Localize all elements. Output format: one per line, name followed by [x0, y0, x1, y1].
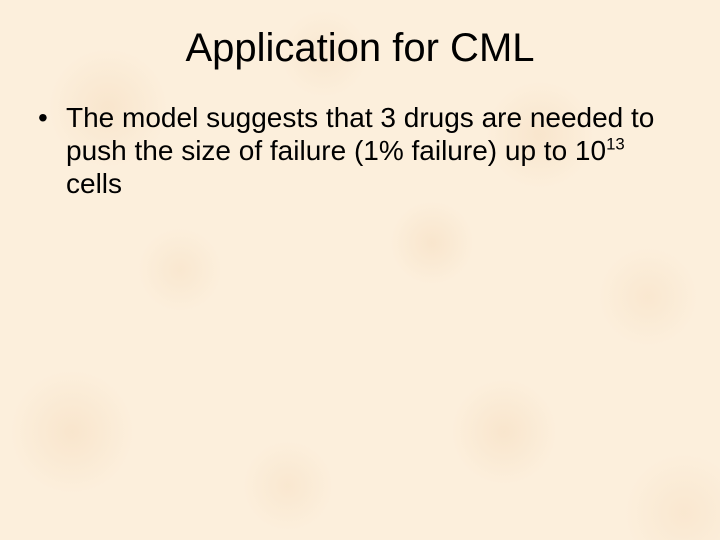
bullet-list: The model suggests that 3 drugs are need… — [34, 101, 670, 200]
bullet-text-before: The model suggests that 3 drugs are need… — [66, 102, 654, 166]
slide: Application for CML The model suggests t… — [0, 0, 720, 540]
list-item: The model suggests that 3 drugs are need… — [34, 101, 670, 200]
bullet-text-after: cells — [66, 168, 122, 199]
slide-body: The model suggests that 3 drugs are need… — [0, 101, 720, 200]
slide-title: Application for CML — [0, 0, 720, 101]
superscript: 13 — [606, 135, 625, 154]
